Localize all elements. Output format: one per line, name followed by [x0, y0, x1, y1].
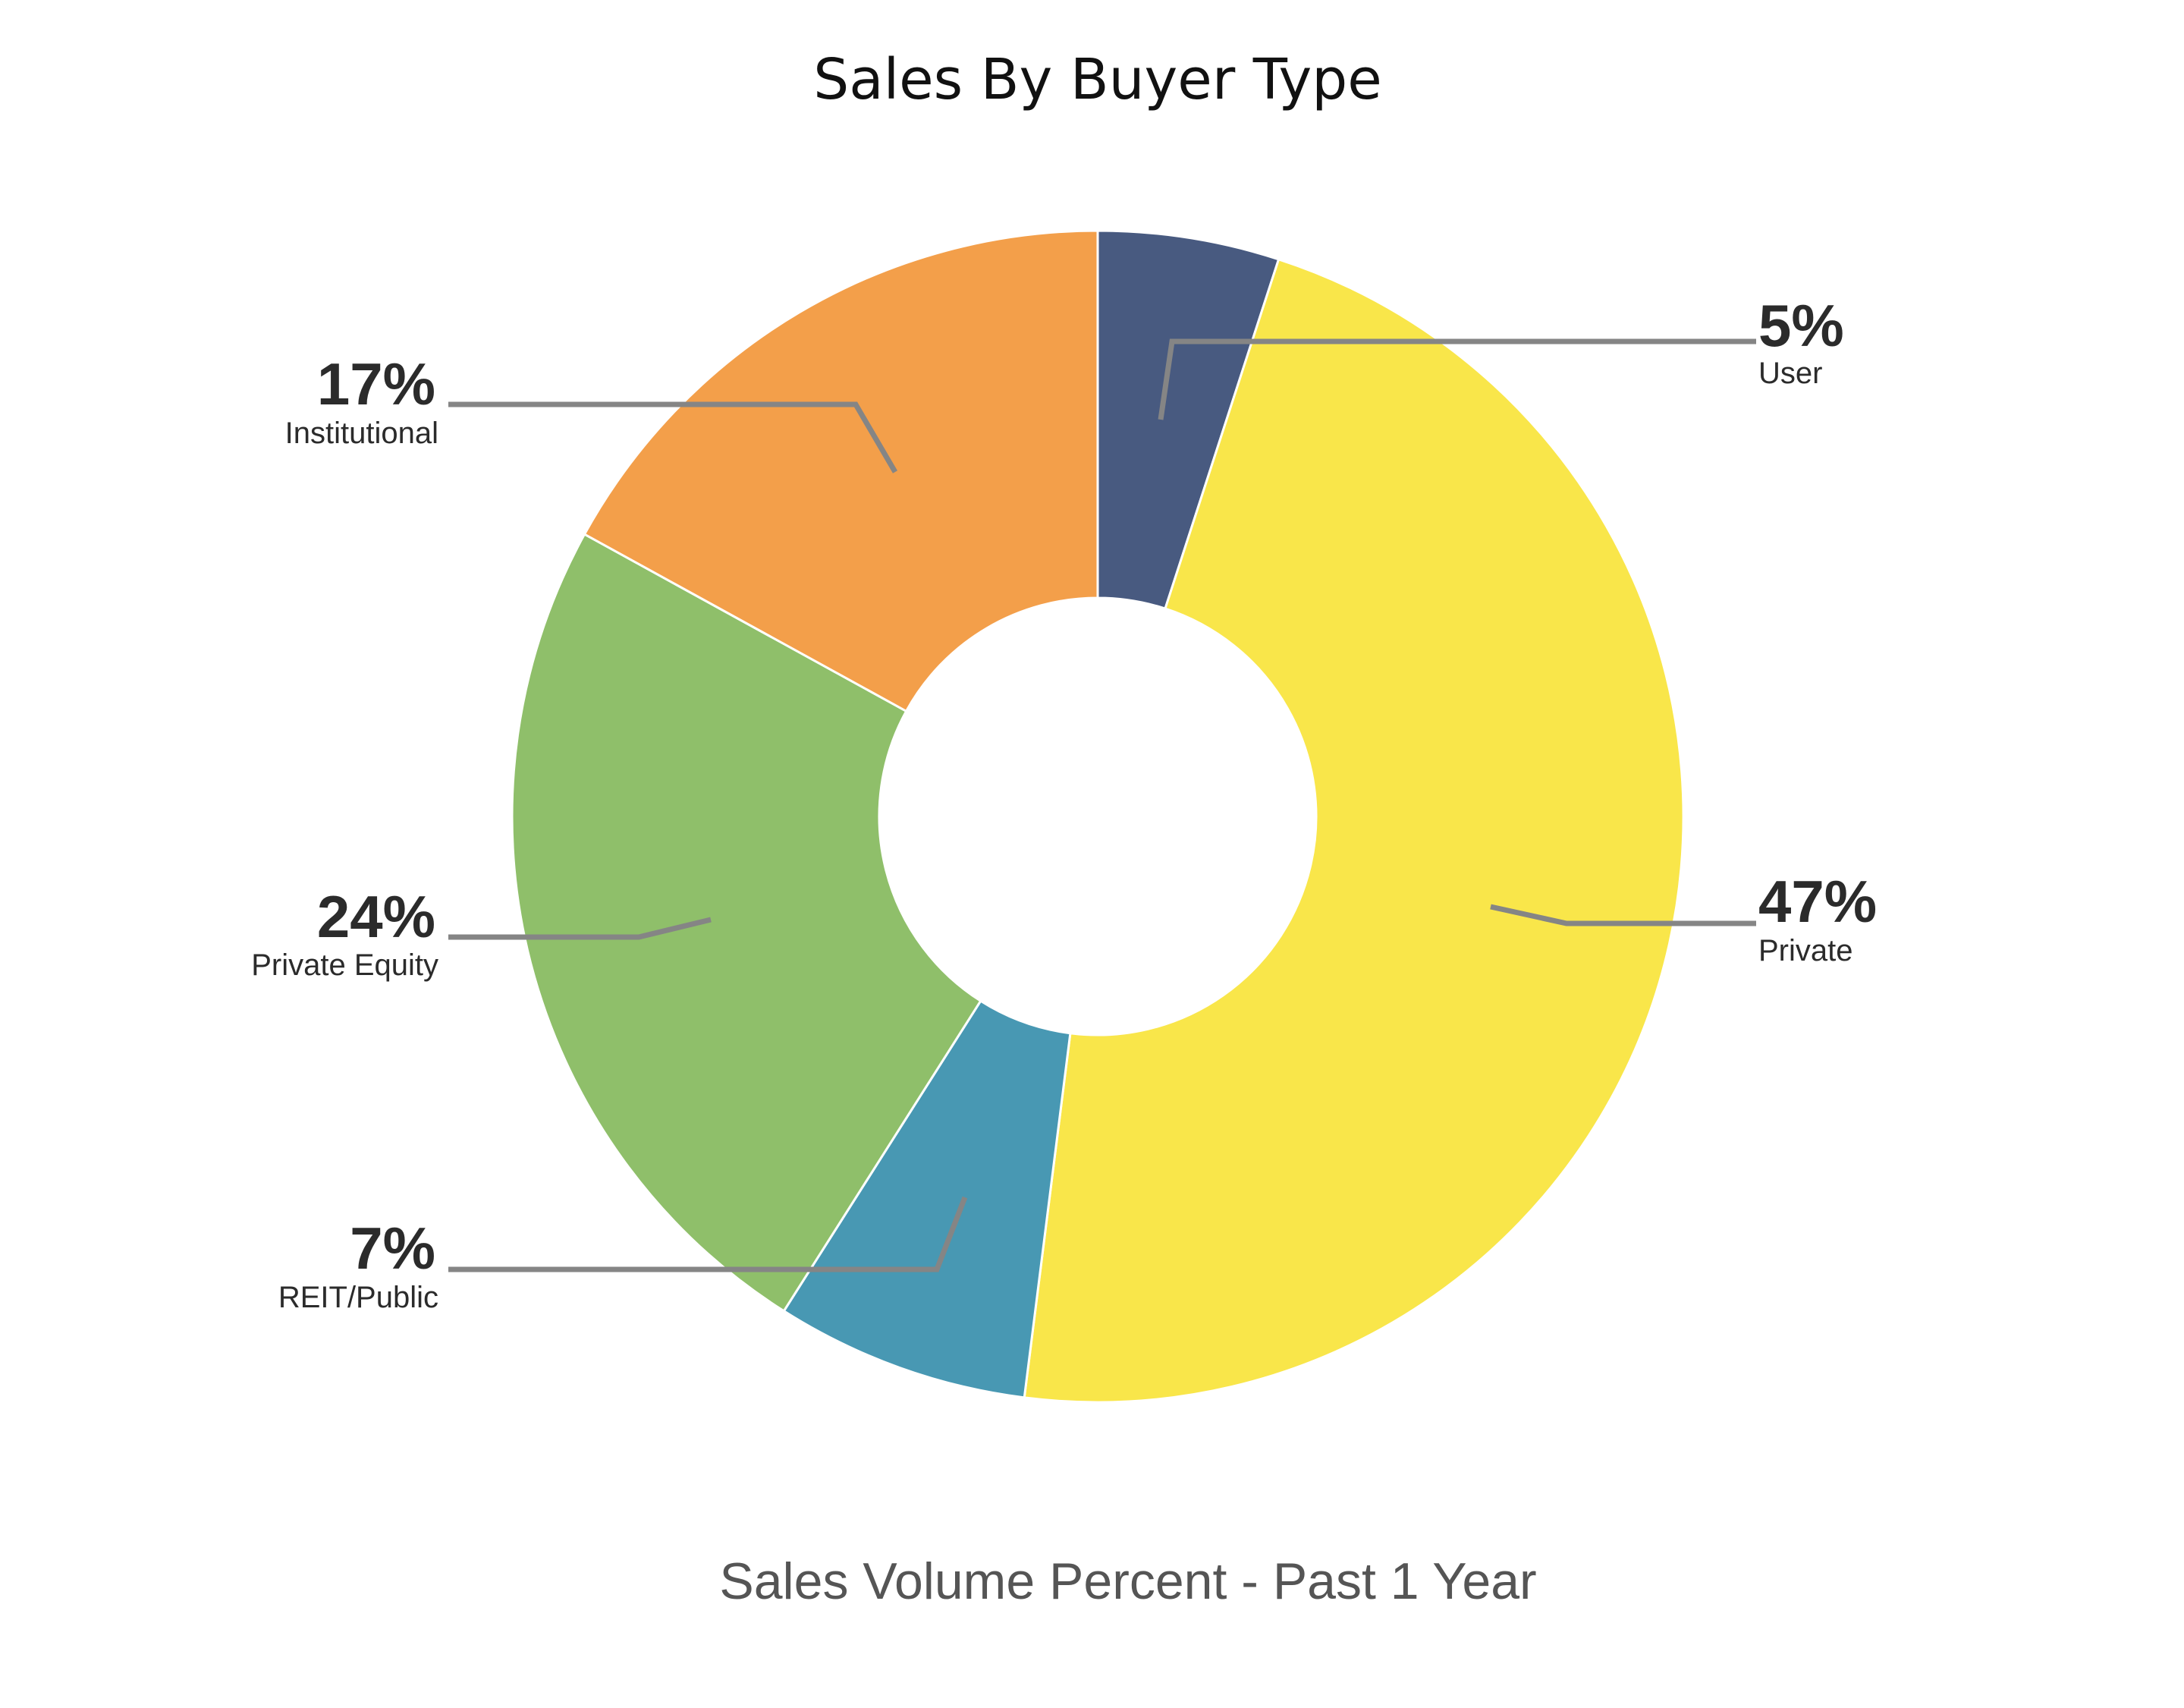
category-label-private: Private: [1758, 934, 1853, 967]
category-label-reit-public: REIT/Public: [278, 1281, 438, 1314]
leader-line-institutional: [448, 401, 898, 473]
category-label-institutional: Institutional: [285, 417, 438, 450]
slice-reit-public: [782, 999, 1072, 1399]
value-label-user: 5%: [1758, 292, 1844, 359]
leader-line-private-equity: [448, 917, 712, 940]
slice-labels: 5%User 47%Private 7%REIT/Public 24%Private …: [251, 292, 1877, 1314]
value-label-institutional: 17%: [317, 351, 435, 417]
value-label-reit-public: 7%: [350, 1215, 435, 1282]
slice-private: [1023, 257, 1685, 1404]
leader-line-reit-public: [448, 1196, 968, 1272]
value-label-private: 47%: [1758, 868, 1877, 935]
leader-lines: [448, 338, 1756, 1272]
leader-line-private: [1490, 904, 1756, 926]
value-label-private-equity: 24%: [317, 883, 435, 950]
chart-subtitle: Sales Volume Percent - Past 1 Year: [719, 1552, 1536, 1610]
leader-line-user: [1158, 338, 1756, 420]
category-label-user: User: [1758, 357, 1822, 390]
donut-slices: [511, 229, 1685, 1404]
chart-title: Sales By Buyer Type: [813, 47, 1381, 112]
slice-institutional: [583, 229, 1099, 713]
category-label-private-equity: Private Equity: [251, 948, 438, 982]
slice-private-equity: [511, 533, 982, 1313]
